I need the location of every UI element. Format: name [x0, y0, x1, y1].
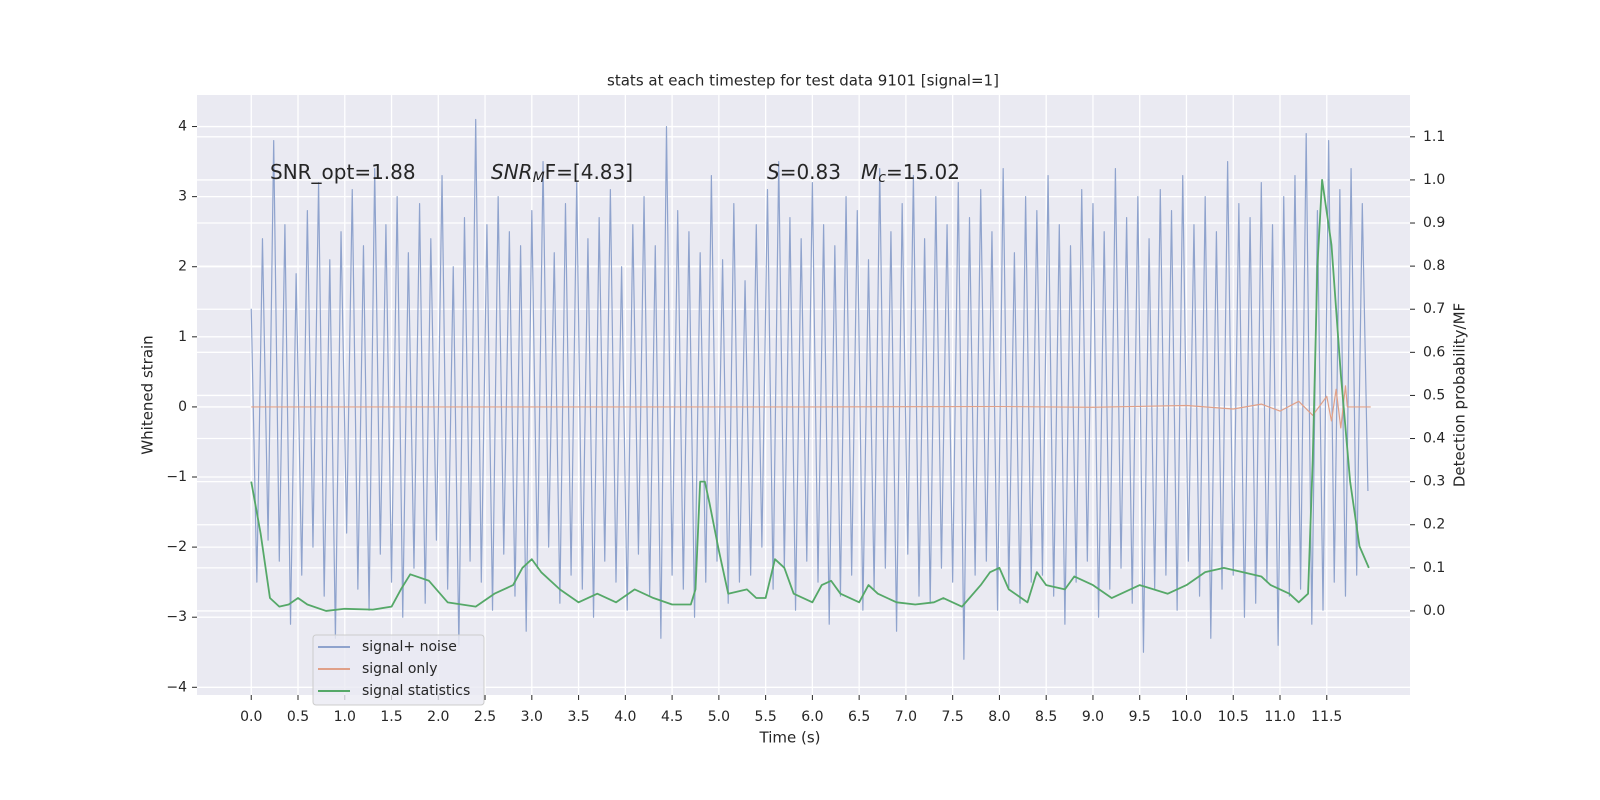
axes: 0.0 0.5 1.0 1.5 2.0 2.5 3.0 3.5 4.0 4.5 5.0 5.5 6.0 6…	[166, 119, 1445, 725]
x-tick-label: 4.5	[661, 709, 683, 725]
y2-tick-label: 0.6	[1423, 344, 1445, 360]
x-axis-label: Time (s)	[759, 729, 821, 747]
annotation-part: SNR	[491, 160, 533, 184]
series-line	[250, 118, 1369, 660]
y2-tick-label: 0.8	[1423, 258, 1445, 274]
annotations: SNR_opt=1.88 SNRMF=[4.83] S=0.83 Mc=15.02	[270, 160, 960, 187]
x-tick-label: 4.0	[614, 709, 636, 725]
annotation: SNRMF=[4.83]	[491, 160, 633, 187]
y2-tick-label: 0.1	[1423, 560, 1445, 576]
y2-tick-label: 0.4	[1423, 431, 1445, 447]
annotation-part: =15.02	[886, 160, 960, 184]
legend-label: signal+ noise	[362, 639, 457, 655]
annotation-part: =0.83	[780, 160, 841, 184]
x-tick-label: 10.0	[1171, 709, 1202, 725]
series-line	[250, 179, 1370, 612]
x-tick-label: 2.0	[427, 709, 449, 725]
x-tick-label: 7.0	[895, 709, 917, 725]
annotation-part: S	[767, 160, 780, 184]
x-tick-label: 7.5	[942, 709, 964, 725]
y2-tick-label: 1.0	[1423, 172, 1445, 188]
x-tick-label: 6.5	[848, 709, 870, 725]
x-tick-label: 1.5	[380, 709, 402, 725]
y2-tick-label: 0.2	[1423, 517, 1445, 533]
y2-tick-label: 0.9	[1423, 215, 1445, 231]
x-tick-label: 9.0	[1082, 709, 1104, 725]
y-tick-label: 1	[178, 329, 187, 345]
y2-tick-label: 1.1	[1423, 129, 1445, 145]
legend-label: signal statistics	[362, 683, 470, 699]
annotation: SNR_opt=1.88	[270, 160, 416, 184]
y2-tick-label: 0.3	[1423, 474, 1445, 490]
y2-tick-label: 0.5	[1423, 387, 1445, 403]
y-axis-label: Whitened strain	[139, 335, 157, 454]
annotation-part: M	[533, 170, 545, 186]
y-tick-label: −3	[166, 609, 187, 625]
legend-box	[312, 634, 485, 706]
annotation-part: F=[4.83]	[545, 160, 633, 184]
x-tick-label: 3.0	[521, 709, 543, 725]
x-tick-label: 8.5	[1035, 709, 1057, 725]
x-tick-label: 5.5	[754, 709, 776, 725]
x-tick-label: 1.0	[334, 709, 356, 725]
x-tick-label: 8.0	[988, 709, 1010, 725]
grid	[197, 95, 1410, 695]
annotation: S=0.83 Mc=15.02	[767, 160, 960, 187]
y-tick-label: −2	[166, 539, 187, 555]
marks	[250, 118, 1371, 660]
y2-tick-label: 0.0	[1423, 603, 1445, 619]
annotation-part: c	[878, 170, 886, 186]
x-tick-label: 11.5	[1311, 709, 1342, 725]
legend-label: signal only	[362, 661, 437, 677]
y-tick-label: 4	[178, 119, 187, 135]
x-tick-label: 9.5	[1129, 709, 1151, 725]
chart-title: stats at each timestep for test data 910…	[607, 72, 999, 90]
y-tick-label: 2	[178, 259, 187, 275]
series-line	[251, 385, 1371, 429]
y-tick-label: 0	[178, 399, 187, 415]
x-tick-label: 11.0	[1264, 709, 1295, 725]
y2-tick-label: 0.7	[1423, 301, 1445, 317]
y2-axis-label: Detection probability/MF	[1451, 303, 1469, 487]
annotation-part: SNR_opt=1.88	[270, 160, 416, 184]
x-tick-label: 0.0	[240, 709, 262, 725]
legend: signal+ noise signal only signal statistic…	[312, 634, 485, 706]
y-tick-label: −1	[166, 469, 187, 485]
annotation-part: M	[861, 160, 878, 184]
x-tick-label: 6.0	[801, 709, 823, 725]
y-tick-label: 3	[178, 189, 187, 205]
x-tick-label: 3.5	[567, 709, 589, 725]
x-tick-label: 5.0	[708, 709, 730, 725]
x-tick-label: 2.5	[474, 709, 496, 725]
x-tick-label: 10.5	[1218, 709, 1249, 725]
x-tick-label: 0.5	[287, 709, 309, 725]
y-tick-label: −4	[166, 679, 187, 695]
